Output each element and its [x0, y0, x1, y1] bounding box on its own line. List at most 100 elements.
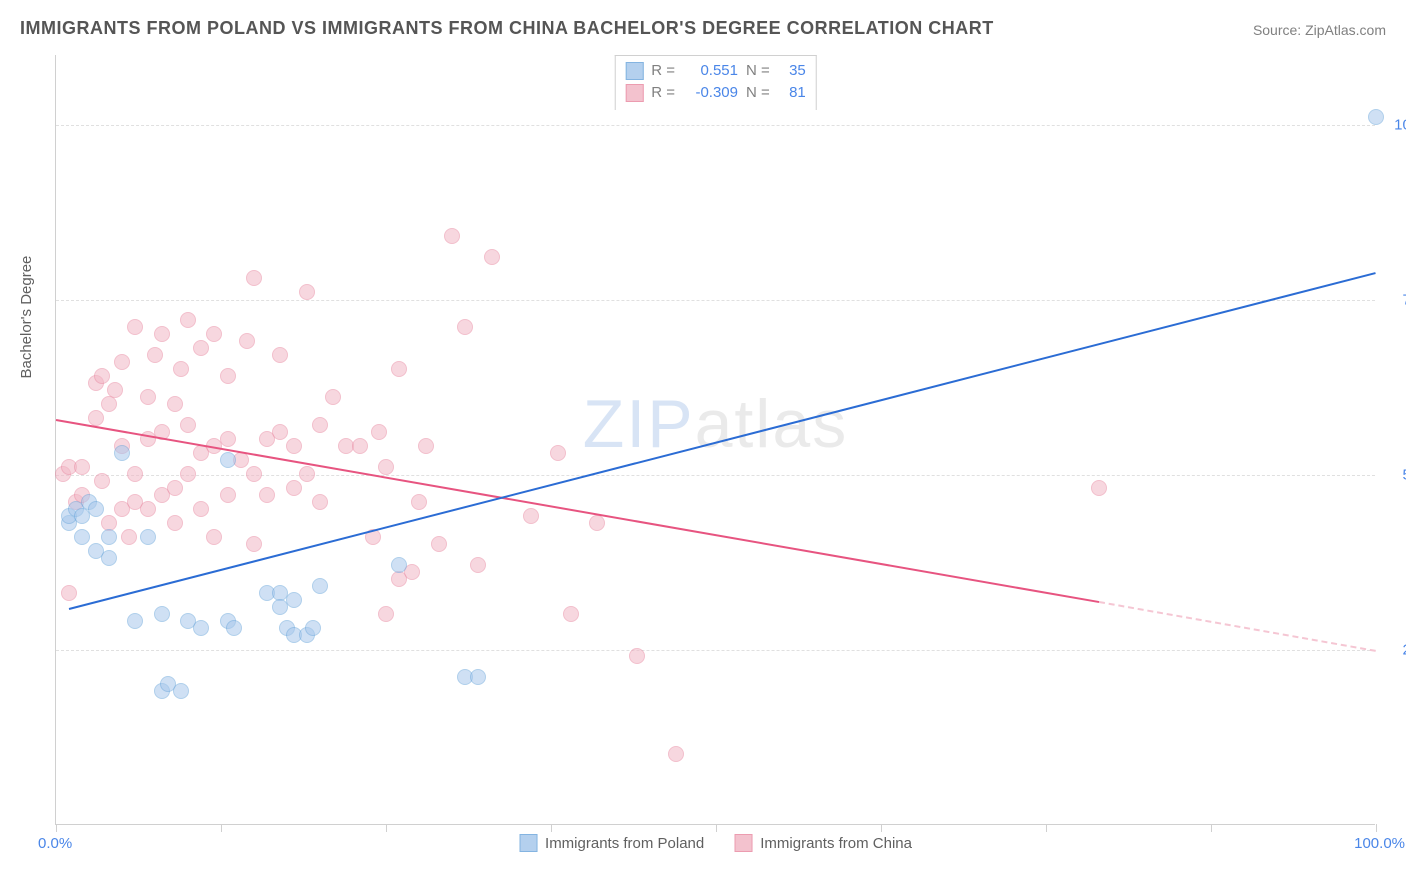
data-point: [239, 333, 255, 349]
data-point: [418, 438, 434, 454]
x-axis-tick: [56, 824, 57, 832]
data-point: [484, 249, 500, 265]
data-point: [114, 445, 130, 461]
x-axis-tick: [386, 824, 387, 832]
chart-title: IMMIGRANTS FROM POLAND VS IMMIGRANTS FRO…: [20, 18, 994, 39]
data-point: [121, 529, 137, 545]
data-point: [325, 389, 341, 405]
data-point: [193, 620, 209, 636]
data-point: [378, 459, 394, 475]
data-point: [154, 326, 170, 342]
data-point: [127, 613, 143, 629]
data-point: [431, 536, 447, 552]
x-axis-max-label: 100.0%: [1354, 835, 1405, 852]
y-axis-tick-label: 50.0%: [1402, 467, 1406, 484]
legend-stats-row-china: R = -0.309 N = 81: [625, 82, 806, 104]
x-axis-tick: [1211, 824, 1212, 832]
data-point: [140, 501, 156, 517]
data-point: [94, 368, 110, 384]
trend-line: [1099, 601, 1377, 652]
data-point: [167, 480, 183, 496]
n-value-poland: 35: [778, 60, 806, 82]
x-axis-tick: [221, 824, 222, 832]
data-point: [88, 501, 104, 517]
data-point: [180, 312, 196, 328]
data-point: [180, 417, 196, 433]
chart-plot-area: ZIPatlas R = 0.551 N = 35 R = -0.309 N =…: [55, 55, 1375, 825]
data-point: [371, 424, 387, 440]
data-point: [220, 452, 236, 468]
swatch-china: [625, 84, 643, 102]
data-point: [206, 326, 222, 342]
y-axis-title: Bachelor's Degree: [18, 256, 35, 379]
r-value-china: -0.309: [683, 82, 738, 104]
legend-stats-row-poland: R = 0.551 N = 35: [625, 60, 806, 82]
data-point: [286, 592, 302, 608]
data-point: [101, 396, 117, 412]
data-point: [299, 284, 315, 300]
data-point: [140, 529, 156, 545]
y-axis-tick-label: 100.0%: [1394, 117, 1406, 134]
swatch-poland: [519, 834, 537, 852]
data-point: [299, 466, 315, 482]
data-point: [154, 606, 170, 622]
data-point: [101, 550, 117, 566]
legend-label-china: Immigrants from China: [760, 835, 912, 852]
data-point: [286, 480, 302, 496]
data-point: [391, 557, 407, 573]
data-point: [550, 445, 566, 461]
data-point: [246, 466, 262, 482]
legend-item-china: Immigrants from China: [734, 834, 912, 852]
data-point: [272, 347, 288, 363]
data-point: [352, 438, 368, 454]
data-point: [206, 529, 222, 545]
data-point: [444, 228, 460, 244]
data-point: [470, 669, 486, 685]
x-axis-tick: [551, 824, 552, 832]
data-point: [668, 746, 684, 762]
swatch-poland: [625, 62, 643, 80]
legend-series: Immigrants from Poland Immigrants from C…: [519, 834, 912, 852]
gridline: [56, 650, 1375, 651]
x-axis-tick: [1046, 824, 1047, 832]
data-point: [127, 319, 143, 335]
r-label: R =: [651, 60, 675, 82]
data-point: [74, 529, 90, 545]
data-point: [74, 459, 90, 475]
data-point: [563, 606, 579, 622]
legend-stats-box: R = 0.551 N = 35 R = -0.309 N = 81: [614, 55, 817, 110]
y-axis-tick-label: 75.0%: [1402, 292, 1406, 309]
data-point: [167, 515, 183, 531]
x-axis-min-label: 0.0%: [38, 835, 72, 852]
data-point: [312, 494, 328, 510]
data-point: [180, 466, 196, 482]
data-point: [629, 648, 645, 664]
data-point: [523, 508, 539, 524]
data-point: [246, 536, 262, 552]
data-point: [127, 466, 143, 482]
data-point: [167, 396, 183, 412]
n-label: N =: [746, 82, 770, 104]
data-point: [173, 683, 189, 699]
data-point: [589, 515, 605, 531]
data-point: [1091, 480, 1107, 496]
data-point: [1368, 109, 1384, 125]
data-point: [391, 361, 407, 377]
data-point: [246, 270, 262, 286]
data-point: [107, 382, 123, 398]
data-point: [94, 473, 110, 489]
trend-line: [56, 419, 1099, 603]
data-point: [173, 361, 189, 377]
source-label: Source: ZipAtlas.com: [1253, 22, 1386, 38]
data-point: [286, 438, 302, 454]
data-point: [470, 557, 486, 573]
data-point: [220, 368, 236, 384]
r-value-poland: 0.551: [683, 60, 738, 82]
gridline: [56, 125, 1375, 126]
swatch-china: [734, 834, 752, 852]
y-axis-tick-label: 25.0%: [1402, 642, 1406, 659]
x-axis-tick: [881, 824, 882, 832]
data-point: [61, 585, 77, 601]
gridline: [56, 300, 1375, 301]
x-axis-tick: [716, 824, 717, 832]
